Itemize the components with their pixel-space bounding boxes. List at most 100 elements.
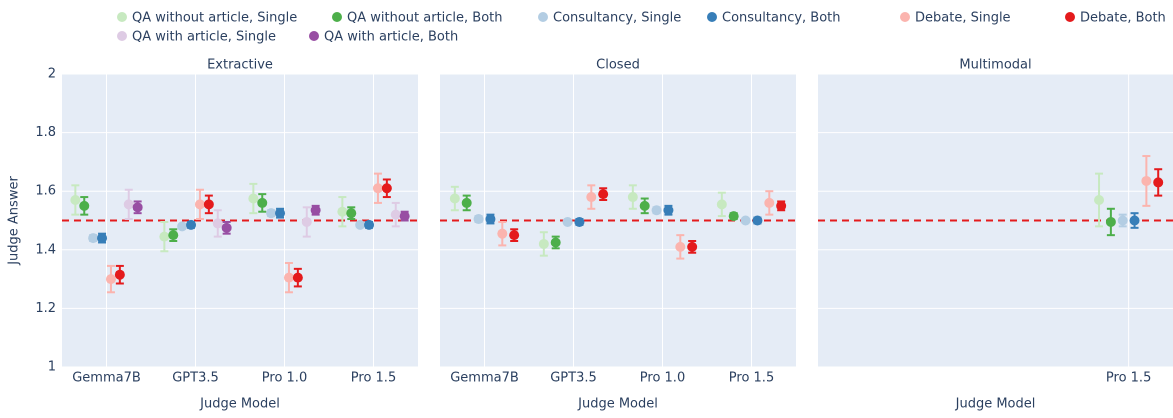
data-point	[461, 197, 472, 208]
y-tick-label: 1.4	[35, 242, 56, 257]
data-point	[639, 200, 650, 211]
data-point	[740, 215, 751, 226]
x-axis-label: Judge Model	[955, 397, 1036, 412]
data-point	[562, 216, 573, 227]
data-point	[550, 237, 561, 248]
data-point	[473, 214, 484, 225]
data-point	[1105, 216, 1116, 227]
data-point	[675, 241, 686, 252]
legend-label: QA with article, Both	[324, 30, 458, 45]
legend-label: Consultancy, Single	[553, 11, 681, 26]
data-point	[651, 205, 662, 216]
data-point	[764, 197, 775, 208]
data-point	[497, 228, 508, 239]
x-tick-label: Pro 1.5	[351, 371, 396, 386]
data-point	[627, 192, 638, 203]
data-point	[574, 216, 585, 227]
legend-marker	[707, 12, 717, 22]
data-point	[257, 197, 268, 208]
subplot-title: Closed	[596, 58, 640, 73]
x-tick-label: Pro 1.0	[640, 371, 685, 386]
data-point	[485, 214, 496, 225]
data-point	[123, 199, 134, 210]
data-point	[194, 199, 205, 210]
x-tick-label: GPT3.5	[172, 371, 219, 386]
data-point	[275, 208, 286, 219]
legend-marker	[1065, 12, 1075, 22]
data-point	[266, 208, 277, 219]
x-tick-label: Pro 1.5	[1106, 371, 1151, 386]
y-axis-label: Judge Answer	[7, 176, 22, 266]
data-point	[372, 183, 383, 194]
legend-label: Consultancy, Both	[722, 11, 841, 26]
legend-label: QA without article, Single	[132, 11, 297, 26]
data-point	[248, 193, 259, 204]
data-point	[728, 211, 739, 222]
legend-marker	[117, 12, 127, 22]
data-point	[381, 183, 392, 194]
data-point	[687, 241, 698, 252]
y-tick-label: 1.2	[35, 301, 56, 316]
y-tick-label: 1.6	[35, 184, 56, 199]
data-point	[399, 211, 410, 222]
y-tick-label: 1.8	[35, 125, 56, 140]
data-point	[538, 238, 549, 249]
data-point	[79, 200, 90, 211]
data-point	[364, 219, 375, 230]
data-point	[114, 269, 125, 280]
legend-marker	[309, 31, 319, 41]
data-point	[390, 209, 401, 220]
subplot-title: Multimodal	[959, 58, 1031, 73]
data-point	[70, 194, 81, 205]
x-axis-label: Judge Model	[199, 397, 280, 412]
data-point	[212, 218, 223, 229]
legend-marker	[332, 12, 342, 22]
data-point	[159, 231, 170, 242]
data-point	[283, 272, 294, 283]
data-point	[1129, 215, 1140, 226]
x-axis-label: Judge Model	[577, 397, 658, 412]
data-point	[586, 192, 597, 203]
data-point	[509, 230, 520, 241]
legend-label: Debate, Both	[1080, 11, 1166, 26]
data-point	[292, 272, 303, 283]
y-tick-label: 1	[48, 360, 56, 375]
x-tick-label: GPT3.5	[550, 371, 597, 386]
legend-label: QA with article, Single	[132, 30, 276, 45]
data-point	[1153, 177, 1164, 188]
data-point	[598, 189, 609, 200]
x-tick-label: Gemma7B	[450, 371, 519, 386]
data-point	[716, 199, 727, 210]
data-point	[203, 199, 214, 210]
data-point	[88, 233, 99, 244]
x-tick-label: Gemma7B	[72, 371, 141, 386]
data-point	[132, 202, 143, 213]
legend-label: QA without article, Both	[347, 11, 503, 26]
x-tick-label: Pro 1.5	[729, 371, 774, 386]
data-point	[168, 230, 179, 241]
data-point	[663, 205, 674, 216]
data-point	[105, 274, 116, 285]
y-tick-label: 2	[48, 67, 56, 82]
data-point	[1141, 175, 1152, 186]
data-point	[752, 215, 763, 226]
data-point	[355, 219, 366, 230]
subplot-title: Extractive	[207, 58, 273, 73]
data-point	[186, 219, 197, 230]
plot-background	[440, 74, 796, 367]
data-point	[337, 206, 348, 217]
data-point	[310, 205, 321, 216]
x-tick-label: Pro 1.0	[262, 371, 307, 386]
data-point	[1094, 194, 1105, 205]
data-point	[776, 200, 787, 211]
data-point	[1117, 215, 1128, 226]
legend-label: Debate, Single	[915, 11, 1011, 26]
legend-marker	[900, 12, 910, 22]
data-point	[97, 233, 108, 244]
data-point	[346, 208, 357, 219]
data-point	[301, 216, 312, 227]
data-point	[177, 221, 188, 232]
data-point	[221, 222, 232, 233]
legend-marker	[117, 31, 127, 41]
